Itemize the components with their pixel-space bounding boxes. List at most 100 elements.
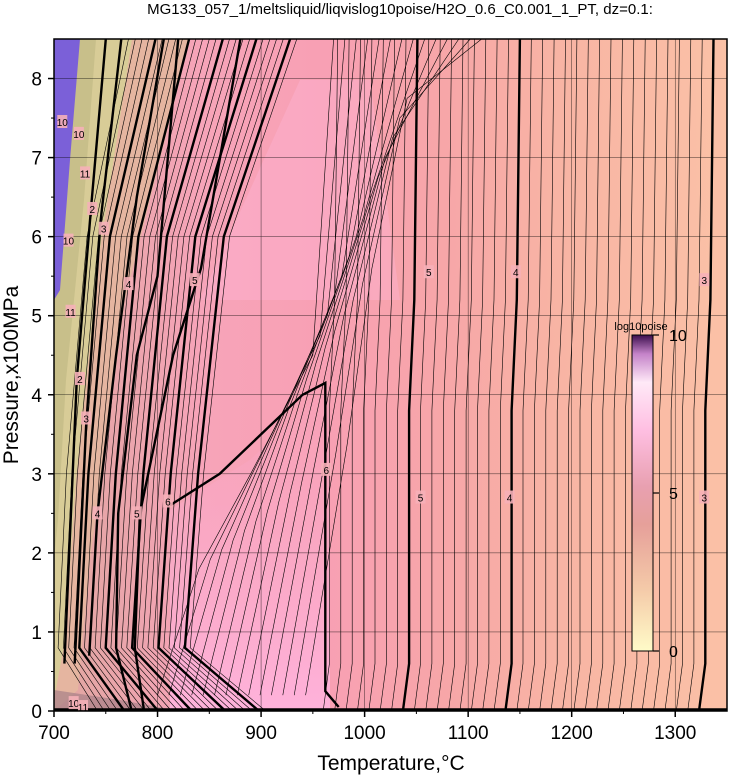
colorbar-tick-label: 0 — [669, 644, 678, 661]
contour-label-bg — [123, 277, 134, 291]
contour-label-bg — [504, 490, 515, 504]
contour-label: 10 — [73, 130, 85, 141]
contour-label: 3 — [83, 414, 89, 425]
contour-label-bg — [81, 411, 92, 425]
contour-line — [259, 39, 437, 696]
colorbar-label: log10poise — [614, 321, 667, 333]
contour-line — [425, 39, 441, 711]
contour-label-bg — [699, 490, 710, 504]
contour-line — [584, 39, 600, 711]
contour-label: 4 — [513, 268, 519, 279]
contour-lines — [54, 39, 727, 711]
y-tick-label: 5 — [31, 307, 42, 328]
y-tick-label: 7 — [31, 149, 42, 170]
contour-label-bg — [73, 126, 84, 140]
contour-line — [482, 39, 498, 711]
contour-line — [322, 39, 338, 711]
contour-line — [550, 39, 566, 711]
contour-line — [619, 39, 635, 711]
contour-label-bg — [423, 265, 434, 279]
x-tick-label: 700 — [38, 723, 70, 744]
contour-label: 4 — [507, 494, 513, 505]
colorbar-ticks: 0 5 10 — [653, 328, 687, 661]
contour-label: 2 — [90, 205, 96, 216]
contour-label-bg — [74, 371, 85, 385]
contour-line — [653, 39, 669, 711]
y-tick-label: 1 — [31, 623, 42, 644]
chart-title: MG133_057_1/meltsliquid/liqvislog10poise… — [147, 1, 653, 18]
y-axis-ticks: 0 1 2 3 4 5 6 7 8 — [31, 70, 54, 723]
contour-line — [676, 39, 692, 711]
grid — [54, 39, 727, 711]
contour-line — [516, 39, 532, 711]
contour-label: 10 — [63, 237, 75, 248]
contour-label-bg — [63, 233, 74, 247]
contour-label: 3 — [701, 494, 707, 505]
y-tick-label: 3 — [31, 465, 42, 486]
contour-label-bg — [65, 304, 76, 318]
contour-label-bg — [68, 696, 79, 710]
contour-label-bg — [98, 221, 109, 235]
y-tick-label: 6 — [31, 228, 42, 249]
colorbar-tick-label: 5 — [669, 486, 678, 503]
lowest-temperature-band — [54, 39, 80, 300]
contour-line — [436, 39, 452, 711]
contour-label: 11 — [65, 308, 76, 319]
plot-frame — [53, 38, 728, 712]
contour-label: 5 — [426, 268, 432, 279]
contour-label: 6 — [324, 466, 330, 477]
contour-label-bg — [415, 490, 426, 504]
contour-line-major — [504, 39, 522, 711]
contour-label-bg — [321, 462, 332, 476]
contour-line — [471, 39, 487, 711]
x-tick-label: 800 — [142, 723, 174, 744]
contour-label-bg — [57, 115, 68, 129]
contour-label: 3 — [101, 225, 107, 236]
contour-label: 11 — [78, 703, 89, 714]
contour-line — [225, 39, 403, 696]
contour-line — [573, 39, 589, 711]
colorbar-gradient — [631, 334, 654, 652]
contour-label: 5 — [418, 494, 424, 505]
x-tick-label: 1000 — [343, 723, 385, 744]
contour-line-major — [697, 39, 715, 711]
contour-label: 3 — [701, 276, 707, 287]
contour-line-major — [63, 39, 107, 664]
y-tick-label: 2 — [31, 544, 42, 565]
contour-line — [664, 39, 680, 711]
contour-label-bg — [131, 506, 142, 520]
contour-line-major — [88, 39, 165, 656]
high-viscosity-upper — [200, 80, 400, 300]
contour-label-bg — [699, 273, 710, 287]
colorbar-tick-label: 10 — [669, 328, 687, 345]
contour-line — [345, 39, 361, 711]
contour-line — [248, 39, 425, 696]
x-tick-label: 900 — [245, 723, 277, 744]
contour-line — [202, 39, 380, 696]
contour-line — [527, 39, 543, 711]
y-tick-label: 4 — [31, 386, 42, 407]
contour-line — [357, 39, 373, 711]
contour-line — [562, 39, 578, 711]
contour-label-bg — [189, 273, 200, 287]
contour-label: 5 — [192, 276, 198, 287]
contour-line — [379, 39, 395, 711]
contour-label: 10 — [57, 118, 69, 129]
contour-line — [414, 39, 430, 711]
contour-line — [391, 39, 407, 711]
contour-line-major — [133, 39, 242, 711]
contour-label-bg — [87, 201, 98, 215]
contour-label: 6 — [165, 497, 171, 508]
contour-label: 4 — [95, 509, 101, 520]
x-tick-label: 1200 — [551, 723, 593, 744]
contour-line — [368, 39, 384, 711]
field-background — [54, 39, 727, 711]
contour-label-bg — [77, 700, 88, 711]
contour-line — [191, 39, 368, 696]
x-tick-label: 1300 — [654, 723, 696, 744]
y-tick-label: 8 — [31, 70, 42, 91]
contour-line — [596, 39, 612, 711]
